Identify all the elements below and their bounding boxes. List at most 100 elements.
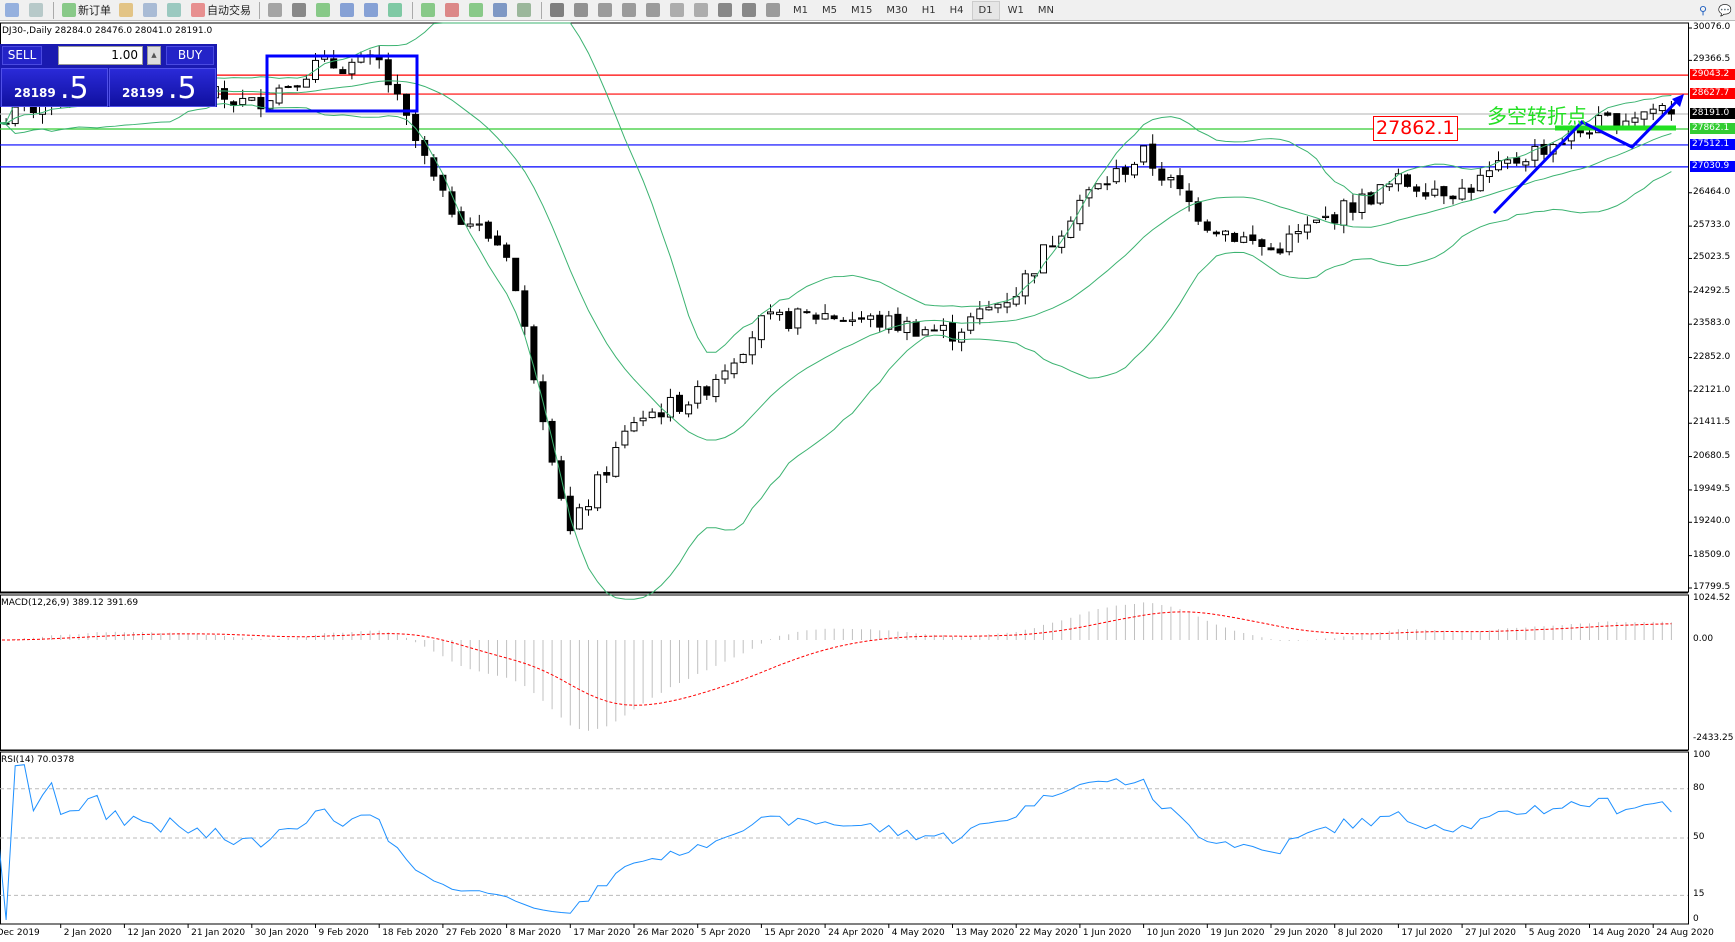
candle bbox=[630, 422, 638, 432]
tile-icon[interactable] bbox=[385, 1, 407, 20]
trendline-icon[interactable] bbox=[643, 1, 665, 20]
timeframe-m30[interactable]: M30 bbox=[886, 4, 908, 16]
candle bbox=[1231, 232, 1239, 242]
candle bbox=[512, 257, 520, 292]
auto-trade-icon[interactable]: 自动交易 bbox=[188, 1, 254, 20]
candle bbox=[730, 362, 738, 375]
candle bbox=[985, 306, 993, 311]
one-click-trade-panel: SELL ▼ 1.00 ▲ BUY 28189.5 28199.5 bbox=[0, 44, 217, 107]
search-icon[interactable]: ⚲ bbox=[1698, 3, 1708, 17]
candle bbox=[921, 329, 929, 336]
buy-price-button[interactable]: 28199 .5 bbox=[109, 68, 216, 107]
chart-canvas[interactable] bbox=[0, 21, 1735, 942]
rsi-line bbox=[0, 764, 1672, 921]
candle bbox=[1294, 231, 1302, 235]
cursor-icon[interactable] bbox=[547, 1, 569, 20]
candle bbox=[1658, 105, 1666, 112]
candle bbox=[657, 412, 665, 418]
candle bbox=[994, 303, 1002, 309]
templates-icon[interactable] bbox=[514, 1, 536, 20]
candle bbox=[621, 430, 629, 446]
timeframe-mn[interactable]: MN bbox=[1037, 4, 1054, 16]
channel-icon[interactable] bbox=[667, 1, 689, 20]
toolbar-separator bbox=[541, 1, 542, 19]
chart-shift-icon[interactable] bbox=[442, 1, 464, 20]
toolbar-separator bbox=[412, 1, 413, 19]
timeframe-m15[interactable]: M15 bbox=[851, 4, 873, 16]
candle bbox=[1249, 234, 1257, 241]
indicators-icon[interactable] bbox=[466, 1, 488, 20]
candle bbox=[1303, 224, 1311, 233]
timeframe-d1[interactable]: D1 bbox=[971, 0, 1000, 20]
buy-button[interactable]: BUY bbox=[166, 46, 214, 65]
autoscroll-icon[interactable] bbox=[418, 1, 440, 20]
vertical-line-icon[interactable] bbox=[595, 1, 617, 20]
signal-icon[interactable] bbox=[164, 1, 186, 20]
candle bbox=[1376, 184, 1384, 204]
horizontal-line-icon[interactable] bbox=[619, 1, 641, 20]
rsi-axis-label: 50 bbox=[1693, 832, 1705, 842]
trend-arrow[interactable] bbox=[1492, 96, 1682, 215]
chat-icon[interactable]: 💬 bbox=[1718, 3, 1732, 17]
text-icon[interactable] bbox=[715, 1, 737, 20]
date-axis-label: 24 Aug 2020 bbox=[1656, 928, 1714, 938]
line-chart-icon[interactable] bbox=[313, 1, 335, 20]
candle bbox=[603, 472, 611, 476]
bar-chart-icon[interactable] bbox=[265, 1, 287, 20]
candle bbox=[348, 61, 356, 75]
folder-icon[interactable] bbox=[116, 1, 138, 20]
rsi-axis-label: 0 bbox=[1693, 914, 1699, 924]
new-order-label: 新订单 bbox=[78, 4, 111, 17]
timeframe-m1[interactable]: M1 bbox=[793, 4, 808, 16]
lot-increase-icon[interactable]: ▲ bbox=[147, 46, 161, 65]
new-chart-icon[interactable] bbox=[2, 1, 24, 20]
candle bbox=[1467, 187, 1475, 193]
level-annotation: 27862.1 bbox=[1373, 116, 1458, 141]
macd-label: MACD(12,26,9) 389.12 391.69 bbox=[1, 598, 139, 608]
crosshair-icon[interactable] bbox=[571, 1, 593, 20]
candle bbox=[1058, 235, 1066, 248]
candle bbox=[694, 386, 702, 404]
candle bbox=[639, 417, 647, 422]
arrows-icon[interactable] bbox=[763, 1, 785, 20]
candle bbox=[1394, 173, 1402, 185]
navigator-icon[interactable] bbox=[140, 1, 162, 20]
candle bbox=[1140, 145, 1148, 163]
timeframe-h1[interactable]: H1 bbox=[921, 4, 936, 16]
buy-price-pips: .5 bbox=[168, 71, 197, 106]
periods-icon[interactable] bbox=[490, 1, 512, 20]
lot-input[interactable]: 1.00 bbox=[58, 46, 143, 65]
candle-chart-icon[interactable] bbox=[289, 1, 311, 20]
toolbar-separator bbox=[259, 1, 260, 19]
timeframe-w1[interactable]: W1 bbox=[1007, 4, 1024, 16]
candle bbox=[830, 315, 838, 320]
price-axis-label: 18509.0 bbox=[1693, 549, 1731, 560]
zoom-doc-icon[interactable] bbox=[26, 1, 48, 20]
candle bbox=[248, 97, 256, 101]
date-axis-label: 17 Mar 2020 bbox=[573, 928, 631, 938]
date-axis-label: 12 Jan 2020 bbox=[127, 928, 182, 938]
candle bbox=[812, 314, 820, 320]
timeframe-h4[interactable]: H4 bbox=[949, 4, 964, 16]
candle bbox=[275, 87, 283, 104]
sell-price-button[interactable]: 28189 .5 bbox=[1, 68, 108, 107]
price-axis-label: 22121.0 bbox=[1693, 384, 1731, 395]
date-axis-label: 9 Feb 2020 bbox=[318, 928, 369, 938]
sell-button[interactable]: SELL bbox=[2, 46, 42, 65]
fibonacci-icon[interactable] bbox=[691, 1, 713, 20]
candle bbox=[1640, 111, 1648, 120]
candle bbox=[1431, 188, 1439, 196]
label-icon[interactable] bbox=[739, 1, 761, 20]
highlight-rectangle[interactable] bbox=[265, 54, 419, 113]
candle bbox=[484, 221, 492, 239]
candle bbox=[1586, 132, 1593, 135]
candle bbox=[530, 326, 538, 381]
price-axis-label: 26464.0 bbox=[1693, 186, 1731, 197]
candle bbox=[1322, 215, 1330, 219]
timeframe-m5[interactable]: M5 bbox=[822, 4, 837, 16]
date-axis-label: 2 Jan 2020 bbox=[63, 928, 112, 938]
zoom-out-icon[interactable] bbox=[361, 1, 383, 20]
zoom-in-icon[interactable] bbox=[337, 1, 359, 20]
candle bbox=[1367, 192, 1375, 205]
new-order-icon[interactable]: 新订单 bbox=[59, 1, 114, 20]
